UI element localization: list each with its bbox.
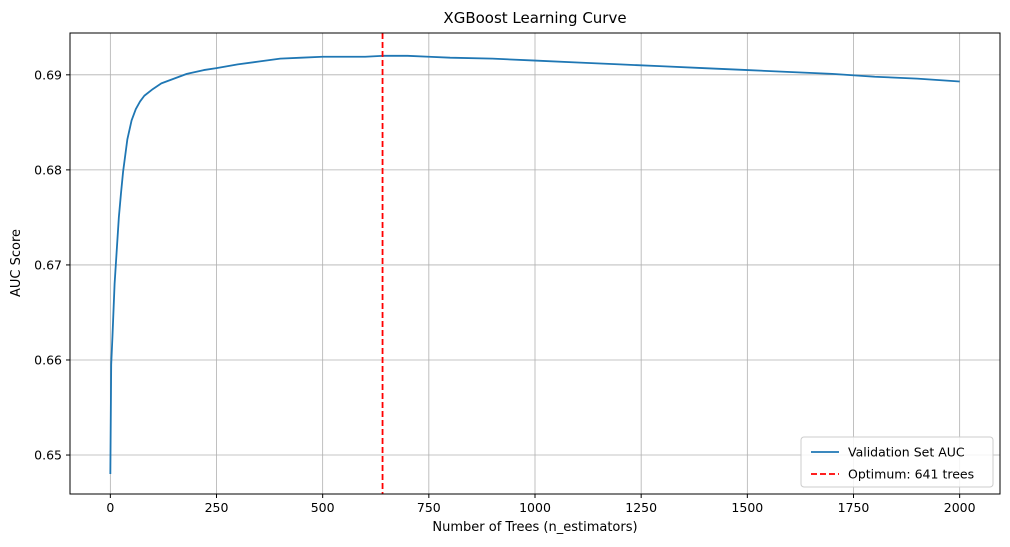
chart-title: XGBoost Learning Curve [443,9,626,27]
x-tick-label: 1750 [838,500,870,515]
x-tick-label: 1250 [625,500,657,515]
x-tick-label: 2000 [944,500,976,515]
x-tick-label: 1500 [731,500,763,515]
x-tick-label: 500 [311,500,335,515]
y-tick-label: 0.68 [34,162,62,177]
x-tick-label: 0 [106,500,114,515]
legend-label-optimum: Optimum: 641 trees [848,467,974,482]
plot-series [109,33,960,494]
legend: Validation Set AUC Optimum: 641 trees [800,436,994,488]
x-tick-label: 250 [205,500,229,515]
y-tick-label: 0.67 [34,257,62,272]
x-axis-label: Number of Trees (n_estimators) [432,520,637,535]
y-tick-label: 0.69 [34,67,62,82]
y-axis-label: AUC Score [9,229,24,297]
y-tick-label: 0.65 [34,448,62,463]
legend-label-validation-auc: Validation Set AUC [848,445,965,460]
x-axis-ticks: 0 250 500 750 1000 1250 1500 1750 2000 [106,494,976,515]
legend-box [800,436,994,488]
y-tick-label: 0.66 [34,352,62,367]
y-axis-ticks: 0.65 0.66 0.67 0.68 0.69 [34,67,70,463]
x-tick-label: 750 [417,500,441,515]
series-line-validation-auc [109,54,960,475]
x-tick-label: 1000 [519,500,551,515]
